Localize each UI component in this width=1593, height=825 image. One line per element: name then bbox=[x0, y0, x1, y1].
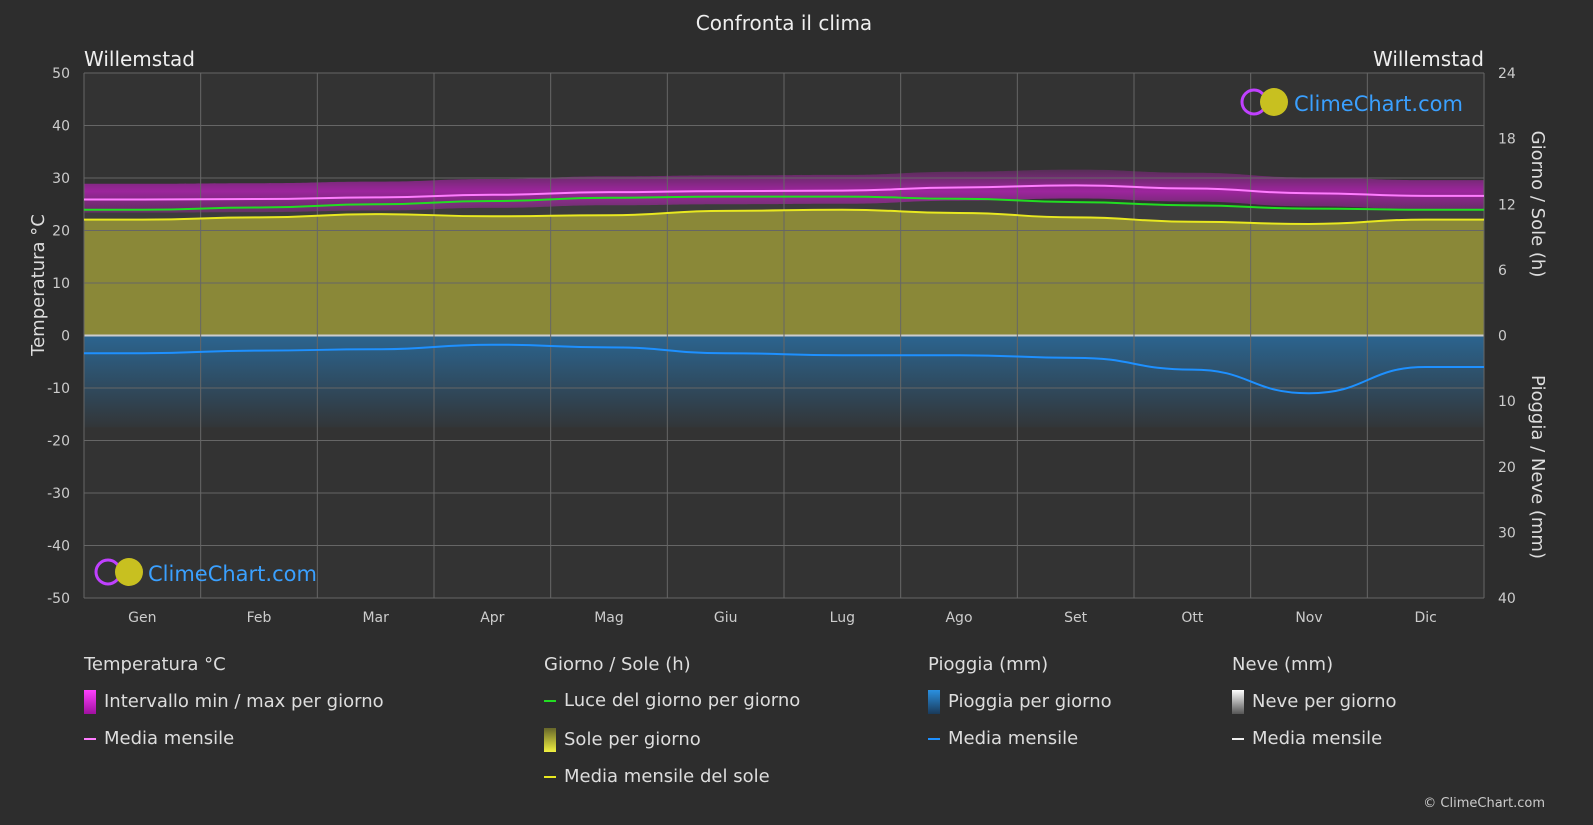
y-right-top-tick: 24 bbox=[1498, 66, 1516, 82]
x-tick-mar: Mar bbox=[362, 610, 389, 626]
sun-mean-line bbox=[84, 208, 1484, 225]
x-tick-apr: Apr bbox=[480, 610, 504, 626]
legend-group-title: Giorno / Sole (h) bbox=[544, 654, 691, 675]
y-left-tick: 20 bbox=[52, 224, 70, 240]
x-tick-nov: Nov bbox=[1295, 610, 1322, 626]
legend-label: Luce del giorno per giorno bbox=[564, 690, 801, 711]
legend-swatch bbox=[84, 738, 96, 740]
x-tick-ago: Ago bbox=[945, 610, 972, 626]
y-left-label: Temperatura °C bbox=[28, 214, 49, 357]
legend-label: Media mensile bbox=[1252, 728, 1383, 749]
temp-mean-line bbox=[83, 184, 1484, 201]
y-left-tick: -10 bbox=[47, 381, 70, 397]
legend-item: Media mensile del sole bbox=[544, 766, 770, 787]
y-right-bottom-tick: 40 bbox=[1498, 591, 1516, 607]
y-right-top-tick: 6 bbox=[1498, 263, 1507, 279]
legend-swatch bbox=[544, 776, 556, 778]
y-right-top-tick: 12 bbox=[1498, 197, 1516, 213]
y-left-tick: -50 bbox=[47, 591, 70, 607]
legend-item: Media mensile bbox=[84, 728, 234, 749]
logo-top: ClimeChart.com bbox=[1240, 88, 1463, 116]
logo-text: ClimeChart.com bbox=[148, 562, 317, 586]
legend-item: Media mensile bbox=[928, 728, 1078, 749]
legend-item: Media mensile bbox=[1232, 728, 1382, 749]
legend-item: Neve per giorno bbox=[1232, 690, 1397, 714]
y-left-tick: 40 bbox=[52, 119, 70, 135]
x-tick-set: Set bbox=[1064, 610, 1088, 626]
daylight-line bbox=[84, 195, 1484, 211]
location-left: Willemstad bbox=[84, 47, 195, 71]
logo-bottom: ClimeChart.com bbox=[94, 558, 317, 586]
climate-chart: Confronta il clima Willemstad Willemstad… bbox=[28, 11, 1548, 626]
copyright: © ClimeChart.com bbox=[1423, 796, 1545, 811]
y-right-bottom-tick: 20 bbox=[1498, 460, 1516, 476]
rain-mean-line bbox=[83, 343, 1484, 395]
legend-swatch bbox=[1232, 738, 1244, 740]
legend-item: Intervallo min / max per giorno bbox=[84, 690, 384, 714]
legend-swatch bbox=[928, 690, 940, 714]
legend-item: Sole per giorno bbox=[544, 728, 701, 752]
legend-label: Media mensile bbox=[948, 728, 1079, 749]
legend-group-title: Neve (mm) bbox=[1232, 654, 1334, 675]
y-left-tick: 10 bbox=[52, 276, 70, 292]
x-tick-gen: Gen bbox=[128, 610, 156, 626]
y-right-bottom-label: Pioggia / Neve (mm) bbox=[1527, 375, 1548, 559]
location-right: Willemstad bbox=[1373, 47, 1484, 71]
legend-label: Neve per giorno bbox=[1252, 691, 1397, 712]
x-tick-feb: Feb bbox=[247, 610, 272, 626]
y-left-tick: 0 bbox=[61, 329, 70, 345]
legend-label: Intervallo min / max per giorno bbox=[104, 691, 384, 712]
y-left-tick: 50 bbox=[52, 66, 70, 82]
y-left-tick: -20 bbox=[47, 434, 70, 450]
x-tick-lug: Lug bbox=[830, 610, 855, 626]
legend-group-title: Pioggia (mm) bbox=[928, 654, 1049, 675]
legend-swatch bbox=[544, 700, 556, 702]
legend-label: Pioggia per giorno bbox=[948, 691, 1112, 712]
y-right-top-tick: 0 bbox=[1498, 329, 1507, 345]
y-right-bottom-tick: 30 bbox=[1498, 525, 1516, 541]
x-tick-ott: Ott bbox=[1181, 610, 1204, 626]
y-left-tick: -40 bbox=[47, 539, 70, 555]
legend-label: Media mensile bbox=[104, 728, 235, 749]
legend-swatch bbox=[1232, 690, 1244, 714]
legend-swatch bbox=[544, 728, 556, 752]
legend-label: Media mensile del sole bbox=[564, 766, 770, 787]
x-tick-mag: Mag bbox=[594, 610, 624, 626]
legend-group-title: Temperatura °C bbox=[84, 654, 226, 675]
x-tick-dic: Dic bbox=[1414, 610, 1436, 626]
y-left-tick: 30 bbox=[52, 171, 70, 187]
x-tick-giu: Giu bbox=[714, 610, 738, 626]
legend-swatch bbox=[84, 690, 96, 714]
legend-item: Pioggia per giorno bbox=[928, 690, 1112, 714]
y-right-top-tick: 18 bbox=[1498, 132, 1516, 148]
y-left-tick: -30 bbox=[47, 486, 70, 502]
y-right-bottom-tick: 10 bbox=[1498, 394, 1516, 410]
legend-swatch bbox=[928, 738, 940, 740]
y-right-top-label: Giorno / Sole (h) bbox=[1527, 131, 1548, 278]
legend-item: Luce del giorno per giorno bbox=[544, 690, 800, 711]
logo-text: ClimeChart.com bbox=[1294, 92, 1463, 116]
legend-label: Sole per giorno bbox=[564, 729, 701, 750]
chart-title: Confronta il clima bbox=[696, 11, 872, 35]
